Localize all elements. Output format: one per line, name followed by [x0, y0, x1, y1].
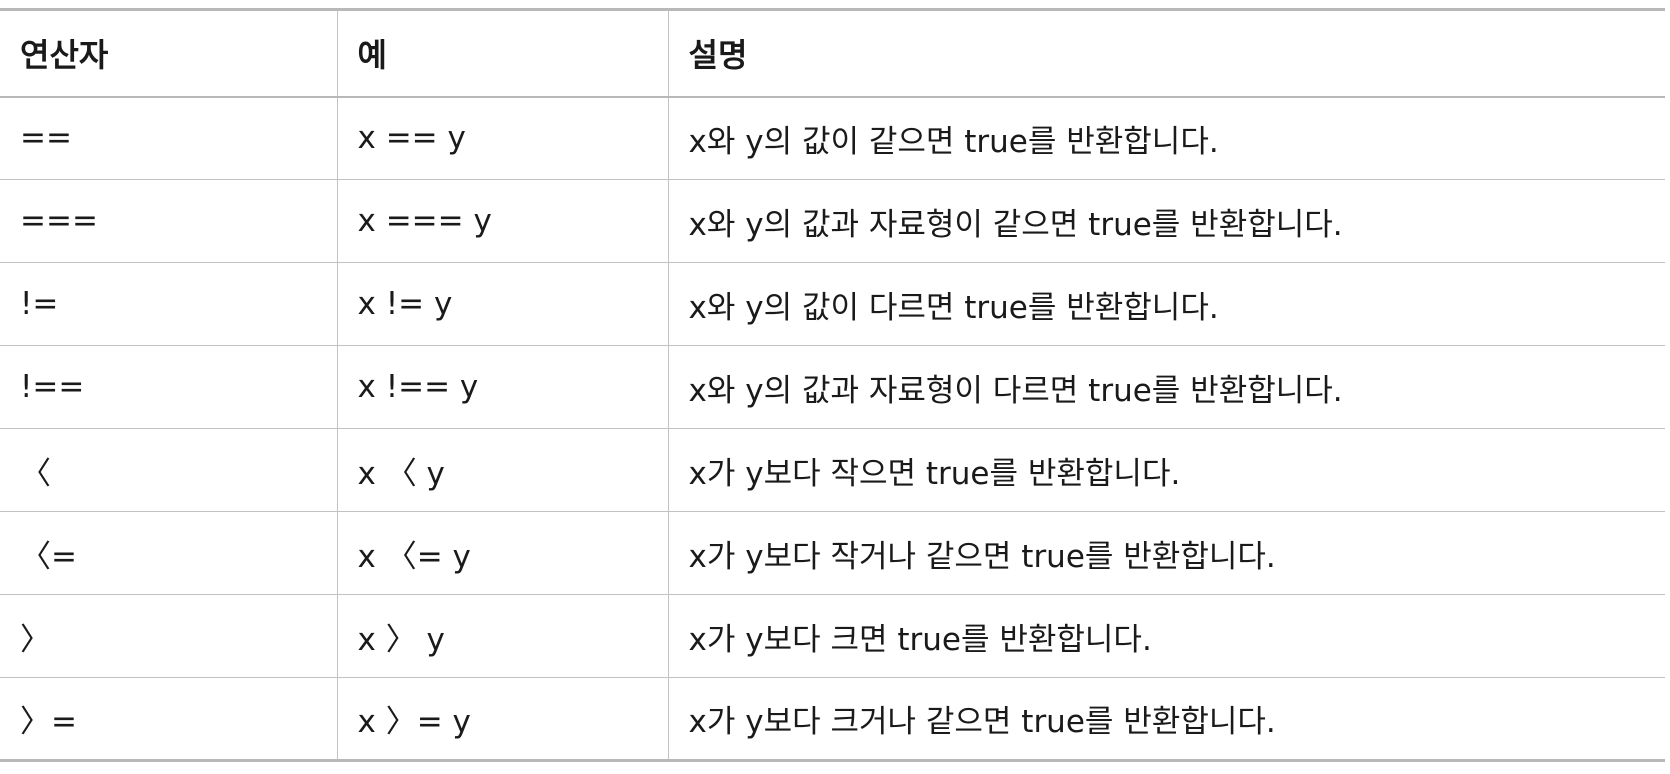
example-cell: x == y: [336, 96, 668, 180]
table-body: == x == y x와 y의 값이 같으면 true를 반환합니다. === …: [0, 96, 1665, 762]
description-cell: x와 y의 값이 다르면 true를 반환합니다.: [667, 262, 1665, 346]
table-row: != x != y x와 y의 값이 다르면 true를 반환합니다.: [0, 262, 1665, 346]
example-cell: x 〈 y: [336, 428, 668, 512]
example-cell: x 〉 y: [336, 594, 668, 678]
table-row: === x === y x와 y의 값과 자료형이 같으면 true를 반환합니…: [0, 179, 1665, 263]
header-operator: 연산자: [0, 8, 337, 98]
example-cell: x === y: [336, 179, 668, 263]
table-row: 〉 x 〉 y x가 y보다 크면 true를 반환합니다.: [0, 594, 1665, 678]
operator-cell: 〈=: [0, 511, 337, 595]
operator-cell: !==: [0, 345, 337, 429]
operator-cell: 〉=: [0, 677, 337, 762]
description-cell: x가 y보다 작으면 true를 반환합니다.: [667, 428, 1665, 512]
table-row: 〈 x 〈 y x가 y보다 작으면 true를 반환합니다.: [0, 428, 1665, 512]
example-cell: x 〈= y: [336, 511, 668, 595]
table-row: !== x !== y x와 y의 값과 자료형이 다르면 true를 반환합니…: [0, 345, 1665, 429]
description-cell: x가 y보다 작거나 같으면 true를 반환합니다.: [667, 511, 1665, 595]
example-cell: x != y: [336, 262, 668, 346]
table-row: 〉= x 〉= y x가 y보다 크거나 같으면 true를 반환합니다.: [0, 677, 1665, 762]
description-cell: x와 y의 값이 같으면 true를 반환합니다.: [667, 96, 1665, 180]
header-description: 설명: [667, 8, 1665, 98]
operator-cell: ===: [0, 179, 337, 263]
table-header: 연산자 예 설명: [0, 8, 1665, 98]
operator-cell: 〉: [0, 594, 337, 678]
operator-cell: !=: [0, 262, 337, 346]
comparison-operators-table-container: 연산자 예 설명 == x == y x와 y의 값이 같으면 true를 반환…: [0, 8, 1665, 762]
description-cell: x가 y보다 크거나 같으면 true를 반환합니다.: [667, 677, 1665, 762]
header-row: 연산자 예 설명: [0, 8, 1665, 98]
description-cell: x와 y의 값과 자료형이 다르면 true를 반환합니다.: [667, 345, 1665, 429]
header-example: 예: [336, 8, 668, 98]
description-cell: x와 y의 값과 자료형이 같으면 true를 반환합니다.: [667, 179, 1665, 263]
comparison-operators-table: 연산자 예 설명 == x == y x와 y의 값이 같으면 true를 반환…: [0, 8, 1665, 762]
table-row: == x == y x와 y의 값이 같으면 true를 반환합니다.: [0, 96, 1665, 180]
table-row: 〈= x 〈= y x가 y보다 작거나 같으면 true를 반환합니다.: [0, 511, 1665, 595]
example-cell: x !== y: [336, 345, 668, 429]
operator-cell: 〈: [0, 428, 337, 512]
example-cell: x 〉= y: [336, 677, 668, 762]
operator-cell: ==: [0, 96, 337, 180]
description-cell: x가 y보다 크면 true를 반환합니다.: [667, 594, 1665, 678]
